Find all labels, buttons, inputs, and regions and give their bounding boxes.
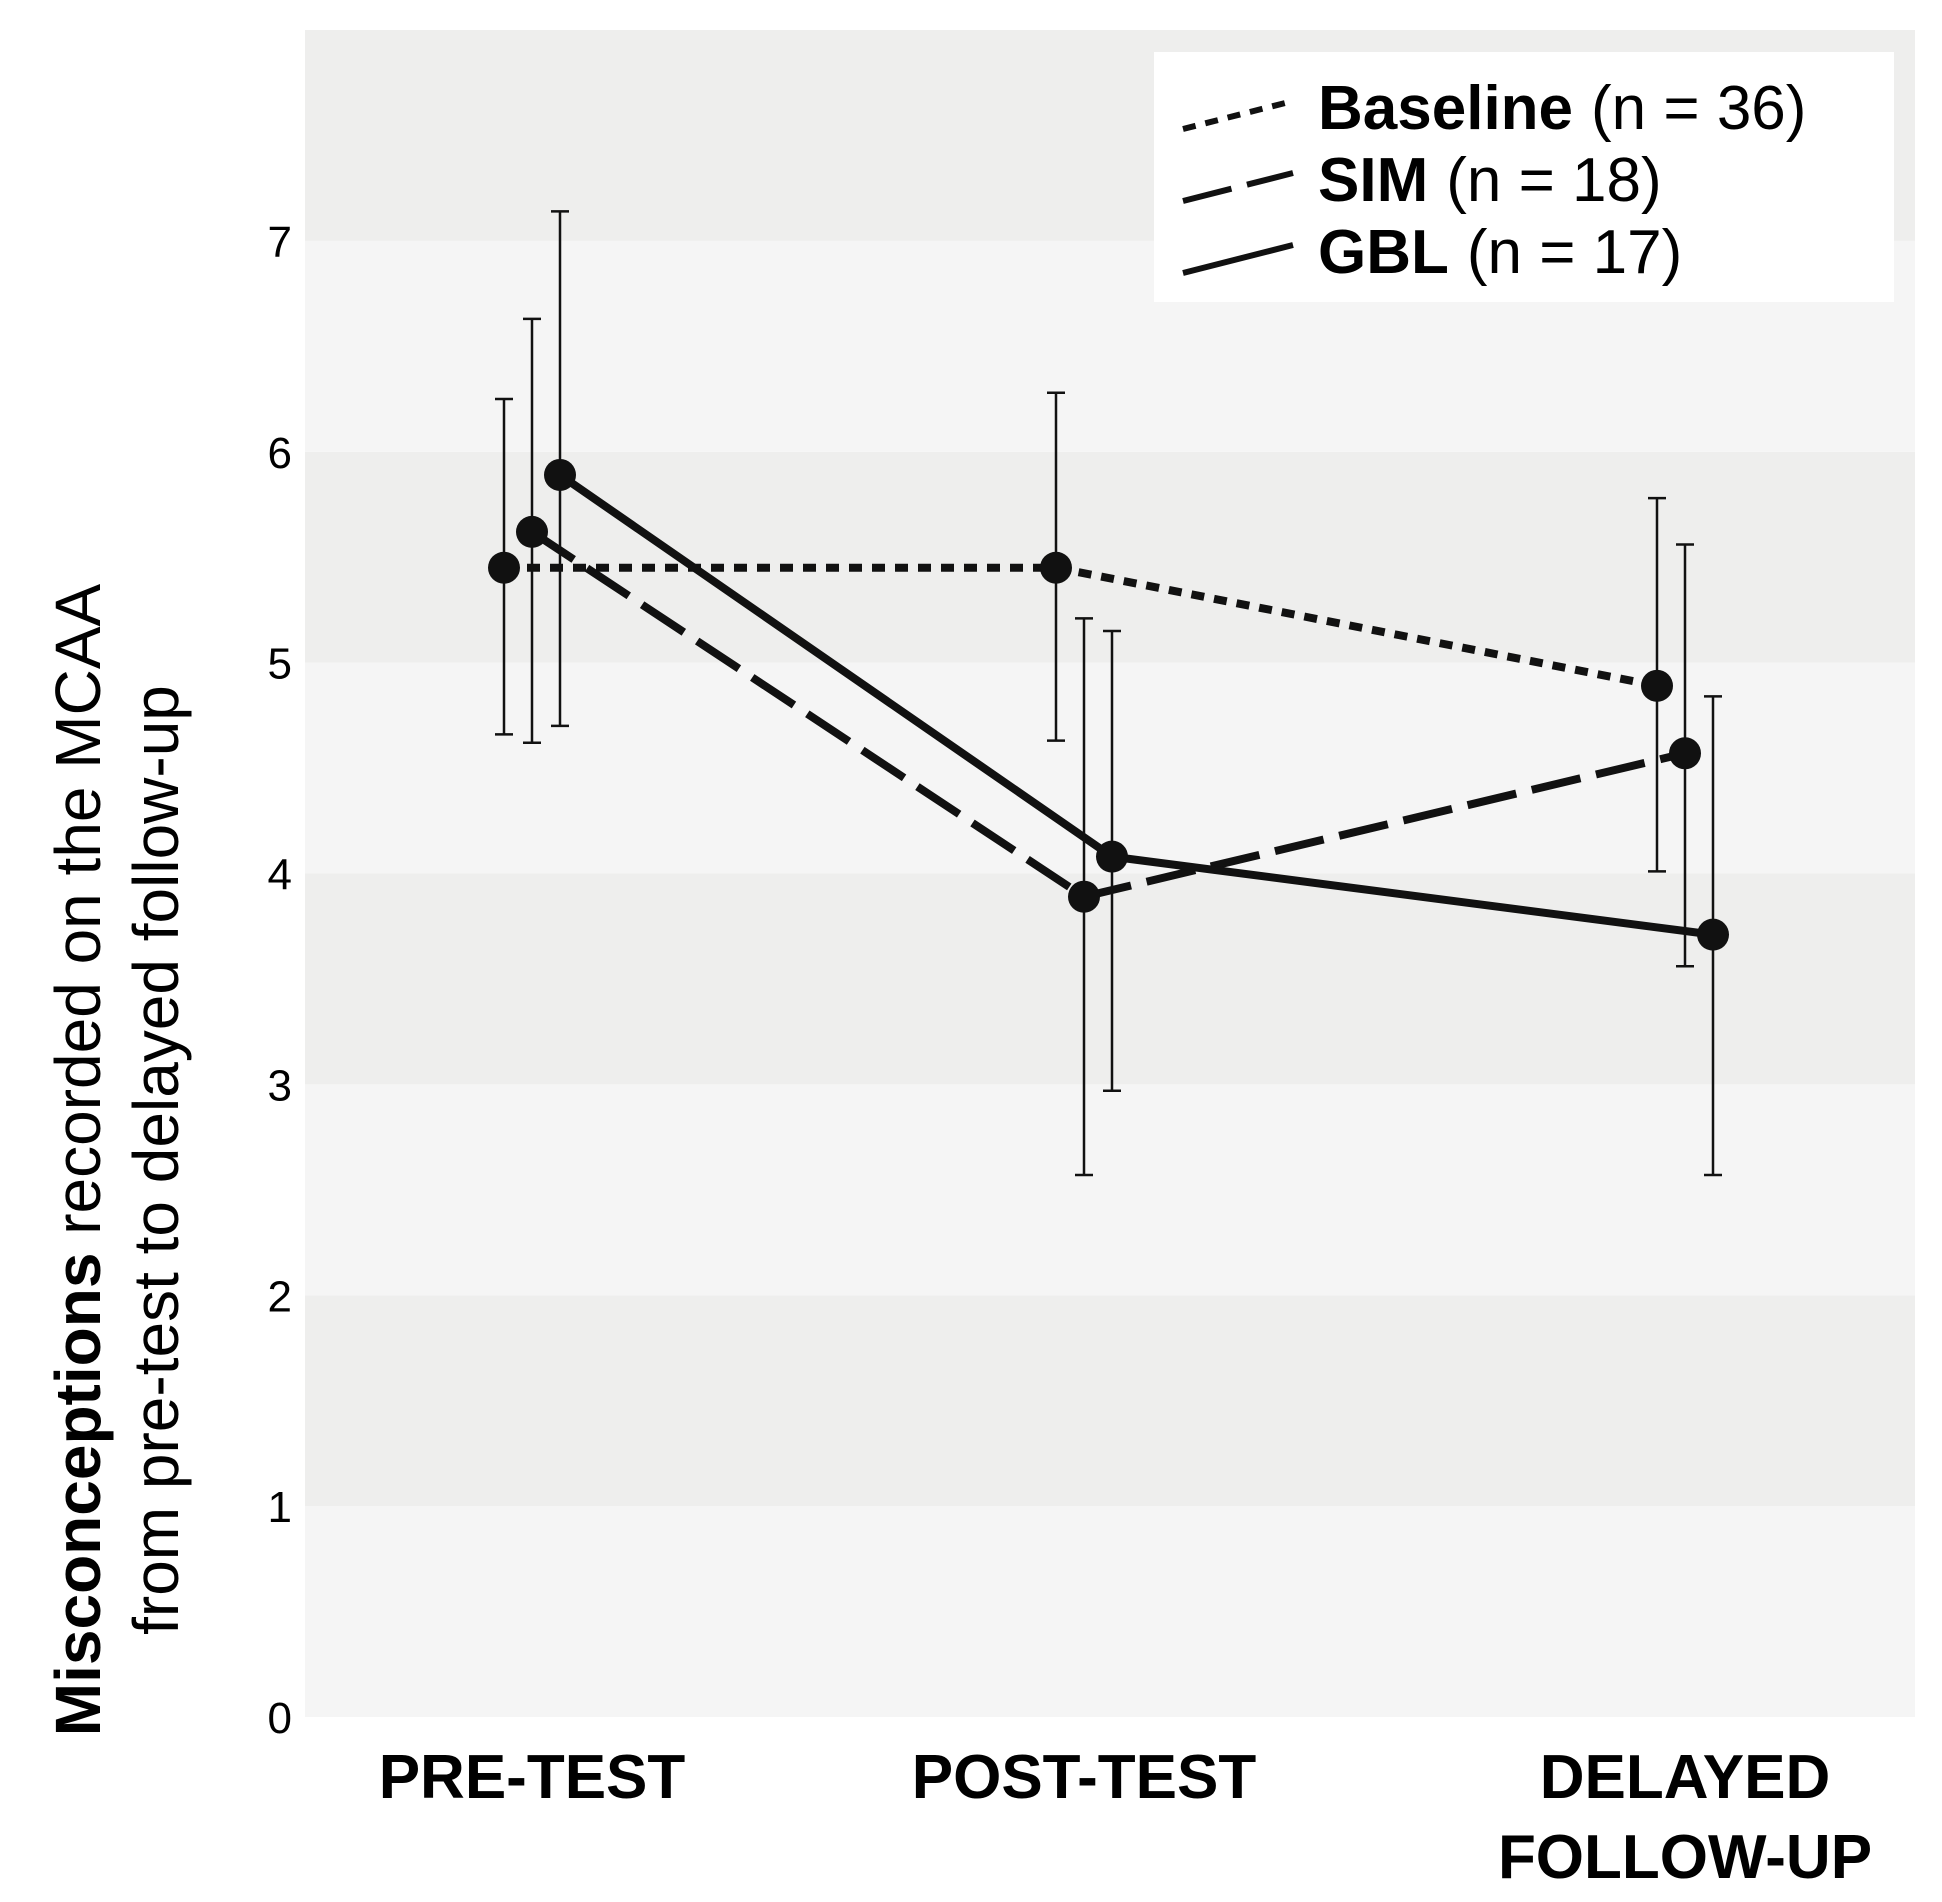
y-tick-label: 3: [268, 1061, 292, 1110]
background-band: [305, 1506, 1915, 1717]
background-band: [305, 873, 1915, 1085]
legend-series-n: (n = 17): [1467, 218, 1682, 287]
y-tick-label: 4: [268, 851, 292, 900]
point-gbl: [1697, 918, 1729, 951]
x-category-label: FOLLOW-UP: [1498, 1823, 1872, 1892]
legend-series-name: SIM: [1318, 146, 1428, 215]
y-tick-label: 2: [268, 1272, 292, 1321]
x-category-label: PRE-TEST: [379, 1743, 686, 1812]
legend-entry-baseline: Baseline (n = 36): [1318, 74, 1806, 143]
background-bands: [305, 30, 1915, 1717]
y-tick-label: 5: [268, 640, 292, 689]
legend-entry-gbl: GBL (n = 17): [1318, 218, 1682, 287]
y-axis-title-line1: Misconceptions recorded on the MCAA: [42, 583, 114, 1736]
point-sim: [516, 515, 548, 548]
y-axis-title-line2: from pre-test to delayed follow-up: [120, 685, 192, 1635]
legend-series-n: (n = 18): [1446, 146, 1661, 215]
legend-swatch-sim: [1182, 170, 1294, 204]
x-category-label: POST-TEST: [912, 1743, 1257, 1812]
background-band: [305, 1295, 1915, 1507]
point-baseline: [1641, 669, 1673, 702]
point-baseline: [488, 551, 520, 584]
y-tick-label: 6: [268, 429, 292, 478]
legend: Baseline (n = 36) SIM (n = 18)GBL (n = 17): [1154, 52, 1894, 302]
y-tick-label: 7: [268, 218, 292, 267]
y-axis-title: Misconceptions recorded on the MCAA from…: [42, 583, 192, 1736]
y-axis-title-bold: Misconceptions: [42, 1253, 114, 1737]
legend-swatch-gbl: [1182, 242, 1294, 276]
data-points: [488, 458, 1729, 951]
y-axis-title-rest: recorded on the MCAA: [42, 583, 114, 1252]
x-category-label: DELAYED: [1540, 1743, 1831, 1812]
point-sim: [1068, 880, 1100, 913]
y-tick-label: 0: [268, 1694, 292, 1743]
legend-series-name: Baseline: [1318, 74, 1573, 143]
background-band: [305, 1084, 1915, 1296]
y-axis-ticks: 0 1 2 3 4 5 6 7: [268, 218, 292, 1743]
legend-entry-sim: SIM (n = 18): [1318, 146, 1662, 215]
point-gbl: [544, 458, 576, 491]
x-axis-categories: PRE-TEST POST-TEST DELAYED FOLLOW-UP: [379, 1743, 1872, 1892]
point-gbl: [1096, 840, 1128, 873]
y-tick-label: 1: [268, 1483, 292, 1532]
legend-series-n: (n = 36): [1591, 74, 1806, 143]
point-sim: [1669, 737, 1701, 770]
legend-swatch-baseline: [1182, 98, 1294, 132]
point-baseline: [1040, 551, 1072, 584]
legend-series-name: GBL: [1318, 218, 1449, 287]
